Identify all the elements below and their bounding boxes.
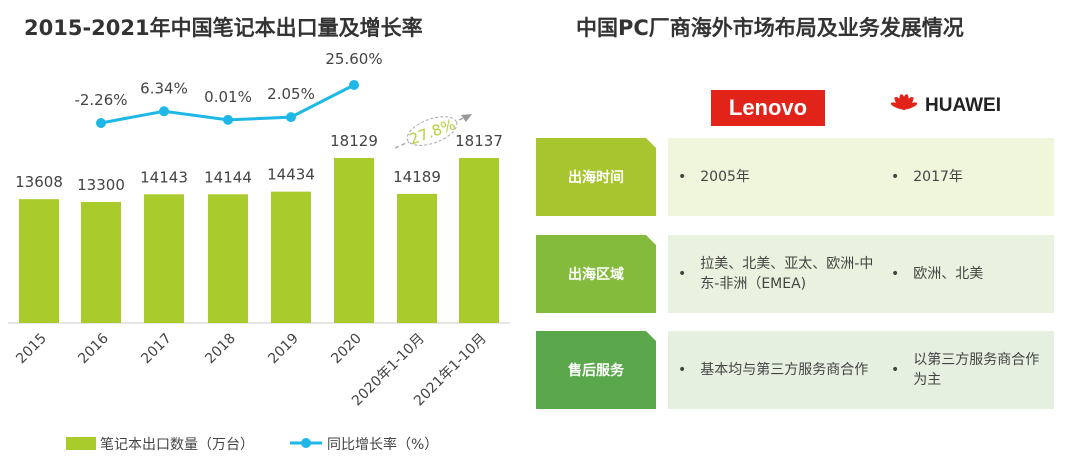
bar [81, 201, 121, 323]
growth-label: -2.26% [74, 91, 127, 109]
row-background [668, 138, 1054, 216]
growth-label: 2.05% [267, 85, 315, 103]
growth-point [286, 112, 296, 123]
legend-bar-swatch [66, 437, 96, 450]
growth-label: 6.34% [140, 79, 188, 97]
legend-line-marker [301, 438, 311, 448]
lenovo-logo-text: Lenovo [728, 95, 808, 120]
table-row: 售后服务 • 基本均与第三方服务商合作 • 以第三方服务商合作为主 [536, 331, 1054, 409]
bar-label: 14144 [204, 168, 252, 186]
bar [208, 194, 248, 323]
huawei-logo: HUAWEI [889, 93, 1001, 119]
x-tick-label: 2017 [138, 331, 175, 368]
chart-title: 2015-2021年中国笔记本出口量及增长率 [24, 16, 423, 40]
x-tick-label: 2020 [328, 331, 365, 368]
bar-label: 14189 [393, 168, 441, 186]
x-tick-label: 2015 [13, 331, 50, 368]
lenovo-logo: Lenovo [711, 90, 825, 126]
growth-point [349, 79, 359, 90]
bullet-icon: • [891, 266, 900, 282]
legend-bar-label: 笔记本出口数量（万台） [100, 437, 254, 453]
bullet-icon: • [678, 169, 687, 185]
table-title: 中国PC厂商海外市场布局及业务发展情况 [576, 16, 964, 40]
lenovo-cell: • 2005年 [678, 138, 888, 216]
huawei-cell: • 2017年 [891, 138, 1041, 216]
bar-label: 18129 [330, 132, 378, 150]
x-tick-label: 2018 [202, 331, 239, 368]
x-tick-label: 2016 [75, 330, 112, 367]
bar [334, 158, 374, 323]
growth-label: 25.60% [325, 50, 382, 68]
x-tick-label: 2019 [265, 331, 302, 368]
table-row: 出海时间 • 2005年 • 2017年 [536, 138, 1054, 216]
bullet-icon: • [891, 169, 900, 185]
bar-label: 14143 [140, 168, 188, 186]
lenovo-cell: • 拉美、北美、亚太、欧洲-中东-非洲（EMEA) [678, 235, 888, 313]
lenovo-value: 基本均与第三方服务商合作 [700, 362, 869, 378]
arrow-head-icon [461, 114, 472, 122]
huawei-value: 2017年 [913, 169, 963, 185]
export-chart: 13608 2015 13300 2016 14143 2017 14144 2018 1443… [8, 50, 510, 453]
huawei-cell: • 欧洲、北美 [891, 235, 1041, 313]
row-background [668, 331, 1054, 409]
annotation-ellipse [406, 116, 458, 146]
bar [19, 199, 59, 323]
lenovo-value: 2005年 [700, 169, 750, 185]
bar-label: 18137 [455, 132, 503, 150]
huawei-logo-text: HUAWEI [925, 95, 1001, 116]
huawei-value: 以第三方服务商合作为主 [913, 352, 1040, 388]
huawei-petals-icon [890, 94, 918, 110]
row-label: 出海时间 [536, 138, 656, 216]
bar [459, 157, 499, 323]
row-label: 出海区域 [536, 235, 656, 313]
legend-line-label: 同比增长率（%） [327, 436, 438, 453]
bullet-icon: • [891, 362, 900, 378]
bullet-icon: • [678, 362, 687, 378]
bar [271, 191, 311, 323]
row-label: 售后服务 [536, 331, 656, 409]
growth-point [223, 114, 233, 125]
bar [144, 194, 184, 323]
row-background [668, 235, 1054, 313]
lenovo-value: 拉美、北美、亚太、欧洲-中东-非洲（EMEA) [700, 256, 874, 292]
lenovo-cell: • 基本均与第三方服务商合作 [678, 331, 888, 409]
bar-label: 13608 [15, 173, 63, 191]
bar-label: 13300 [77, 176, 125, 194]
table-row: 出海区域 • 拉美、北美、亚太、欧洲-中东-非洲（EMEA) • 欧洲、北美 [536, 235, 1054, 313]
growth-label: 0.01% [204, 88, 252, 106]
growth-point [96, 117, 106, 128]
bar-label: 14434 [267, 166, 315, 184]
bullet-icon: • [678, 266, 687, 282]
huawei-cell: • 以第三方服务商合作为主 [891, 331, 1041, 409]
growth-point [159, 106, 169, 117]
bar [397, 193, 437, 323]
huawei-value: 欧洲、北美 [913, 266, 984, 282]
